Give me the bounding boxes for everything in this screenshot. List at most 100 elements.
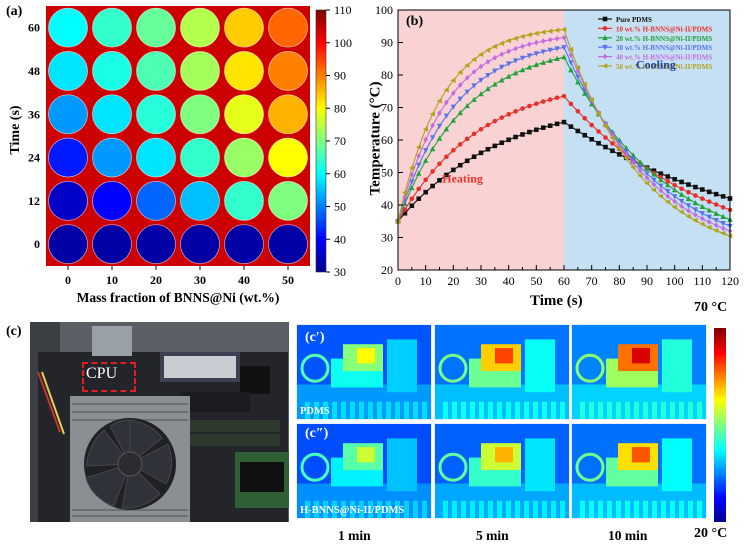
data-point [561, 26, 567, 33]
data-point [693, 212, 698, 218]
data-point [693, 193, 698, 198]
data-point [596, 129, 601, 134]
sample-disk [180, 51, 220, 91]
data-point [451, 167, 456, 173]
data-point [436, 123, 443, 129]
data-point [568, 124, 574, 129]
colorbar [315, 9, 327, 273]
thermal-map [297, 424, 431, 518]
data-point [713, 202, 719, 207]
data-point [506, 48, 511, 55]
data-point [429, 135, 436, 141]
data-point [443, 113, 450, 119]
data-point [478, 126, 484, 132]
colorbar-tick-label: 110 [334, 3, 352, 17]
data-point [450, 104, 457, 110]
sample-disk [136, 7, 176, 48]
cooling-label: Cooling [636, 58, 676, 72]
data-point [402, 210, 408, 216]
data-point [671, 194, 678, 200]
data-point [686, 189, 691, 195]
data-point [658, 183, 664, 189]
data-point [422, 157, 429, 163]
data-point [602, 26, 608, 31]
sample-disk [92, 7, 132, 48]
data-point [685, 213, 691, 220]
panel-label-a: (a) [6, 4, 23, 19]
data-point [685, 195, 692, 202]
sample-disk [136, 180, 176, 221]
panel-c: (c) [0, 300, 750, 546]
x-tick-label: 110 [694, 274, 712, 288]
data-point [575, 79, 581, 85]
legend-entry: 40 wt.% H-BNNS@Ni-II/PDMS [616, 54, 712, 62]
data-point [568, 67, 574, 73]
x-tick-label: 100 [666, 274, 684, 288]
data-point [547, 123, 553, 129]
data-point [679, 203, 684, 210]
data-point [478, 91, 484, 97]
thermal-image [571, 423, 707, 519]
data-point [568, 60, 574, 66]
cpu-board-photo: CPU [30, 322, 289, 522]
x-tick-label: 50 [530, 274, 542, 288]
data-point [651, 187, 657, 193]
data-point [630, 157, 636, 163]
data-point [602, 44, 608, 51]
y-tick-label: 20 [381, 263, 393, 277]
data-point [665, 179, 671, 184]
data-point [547, 57, 553, 63]
panel-b: 0 10 20 30 40 50 60 70 80 90 100 110 120 20 30 40 50 60 7… [340, 0, 750, 320]
legend-entry: 30 wt.% H-BNNS@Ni-II/PDMS [616, 44, 712, 52]
data-point [720, 213, 726, 220]
colorbar-tick-label: 90 [334, 69, 346, 83]
y-tick-label: 50 [381, 166, 393, 180]
x-tick-label: 120 [721, 274, 739, 288]
x-tick-label: 0 [65, 273, 71, 287]
data-point [534, 127, 539, 133]
y-tick-label: 40 [381, 198, 393, 212]
sample-disk [268, 137, 308, 178]
sample-disk [224, 51, 264, 91]
data-point [692, 217, 698, 224]
data-point [478, 63, 484, 70]
data-point [554, 46, 560, 52]
data-point [512, 35, 518, 42]
thermal-image [296, 324, 432, 420]
data-point [706, 207, 712, 213]
data-point [554, 121, 560, 127]
data-point [561, 119, 567, 125]
thermal-colorbar [714, 328, 726, 522]
cpu-highlight-box [82, 362, 136, 392]
data-point [429, 146, 436, 152]
colorbar-tick-label: 40 [334, 232, 346, 246]
data-point [630, 159, 636, 166]
data-point [443, 87, 449, 93]
data-point [568, 46, 574, 53]
row-label-c-prime: (c′) [305, 330, 325, 345]
data-point [610, 148, 615, 154]
data-point [499, 140, 505, 146]
data-point [457, 96, 463, 102]
data-point [409, 184, 415, 191]
data-point [720, 204, 726, 210]
data-point [671, 187, 678, 193]
y-tick-label: 12 [28, 194, 40, 208]
thermal-image [571, 324, 707, 420]
x-tick-label: 10 [420, 274, 432, 288]
data-point [430, 169, 435, 174]
data-point [505, 37, 511, 44]
sample-disk [48, 7, 88, 48]
data-point [444, 154, 449, 160]
data-point [408, 165, 415, 171]
data-point [720, 220, 726, 227]
data-point [582, 116, 588, 121]
y-tick-label: 30 [381, 231, 393, 245]
data-point [610, 141, 615, 146]
data-point [478, 51, 484, 58]
data-point [457, 142, 463, 147]
data-point [672, 176, 677, 182]
data-point [686, 182, 691, 187]
data-point [706, 224, 712, 231]
data-point [478, 77, 484, 84]
